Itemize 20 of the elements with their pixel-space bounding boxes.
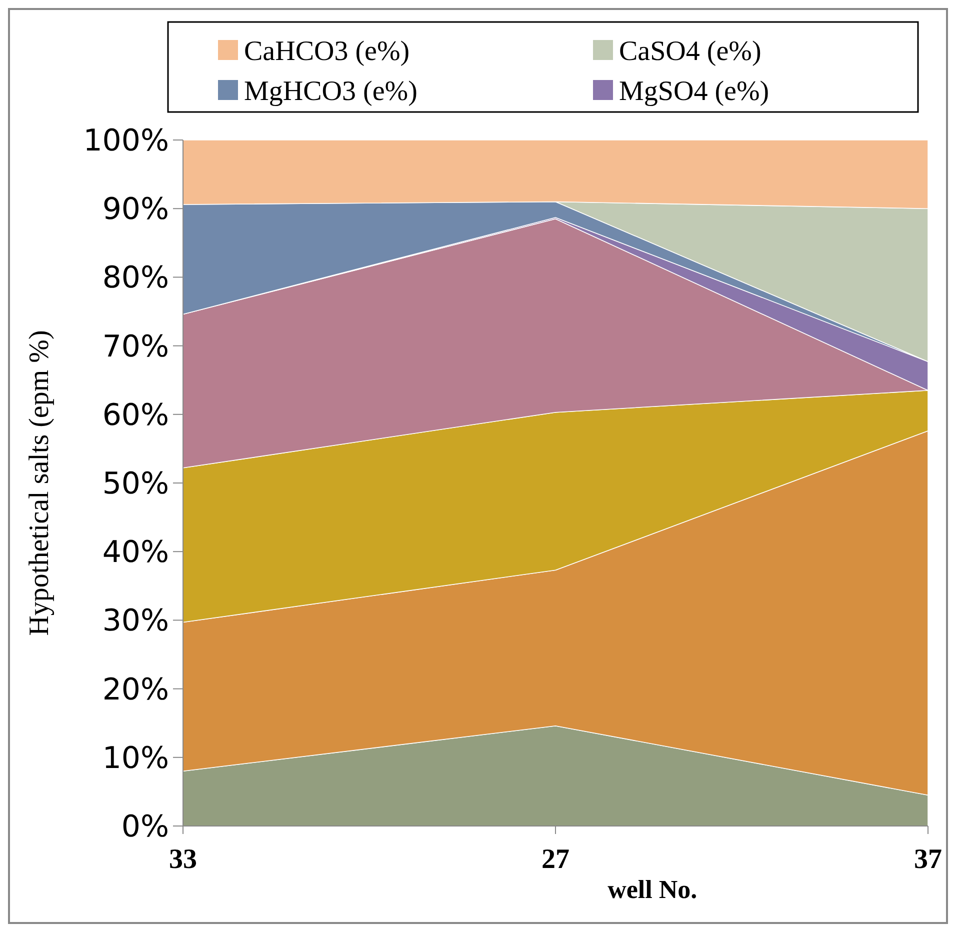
x-tick-label: 37 — [914, 844, 942, 875]
legend-label: CaSO4 (e%) — [619, 36, 762, 67]
y-tick-label: 100% — [83, 124, 169, 158]
y-tick-label: 10% — [102, 740, 169, 776]
y-tick-label: 20% — [102, 672, 169, 708]
y-tick-label: 80% — [102, 260, 169, 296]
y-tick-label: 0% — [121, 810, 169, 844]
legend-label: MgSO4 (e%) — [619, 76, 770, 107]
y-tick-label: 30% — [102, 604, 169, 639]
x-axis-title: well No. — [608, 875, 698, 904]
y-tick-label: 70% — [102, 329, 169, 364]
y-tick-label: 60% — [102, 398, 169, 433]
y-tick-label: 40% — [102, 535, 169, 570]
legend-label: MgHCO3 (e%) — [244, 76, 418, 107]
x-tick-label: 33 — [169, 844, 197, 875]
x-tick-label: 27 — [542, 844, 570, 875]
legend-label: CaHCO3 (e%) — [244, 36, 410, 67]
y-tick-label: 50% — [102, 466, 169, 502]
y-tick-label: 90% — [102, 192, 169, 228]
y-axis-title: Hypothetical salts (epm %) — [24, 330, 55, 636]
